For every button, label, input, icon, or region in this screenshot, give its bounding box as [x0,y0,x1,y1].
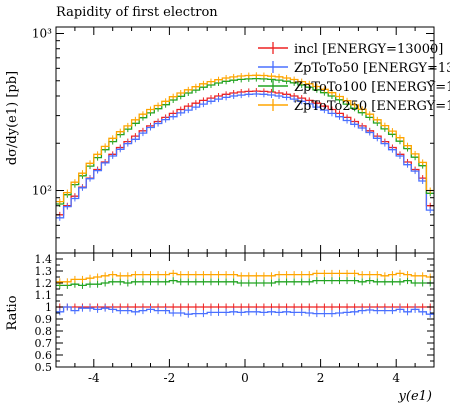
legend-entry: ZpToTo100 [ENERGY=13000] [294,80,450,95]
series-2-ratio-line [56,279,434,287]
y-tick-label: 10³ [32,26,52,40]
ratio-tick-label: 0.6 [35,349,53,362]
ratio-tick-label: 1.1 [35,289,53,302]
ratio-axis-label: Ratio [5,295,20,330]
legend-entry: incl [ENERGY=13000] [294,42,443,57]
x-tick-label: -2 [164,371,176,385]
main-plot-series [56,72,434,221]
ratio-tick-label: 1.3 [35,265,53,278]
x-tick-label: 0 [241,371,249,385]
chart-title: Rapidity of first electron [56,5,218,20]
ratio-tick-label: 0.5 [35,361,53,374]
x-axis-label: y(e1) [398,389,432,404]
ratio-tick-label: 1.2 [35,277,53,290]
x-tick-label: 4 [392,371,400,385]
ratio-tick-label: 0.8 [35,325,53,338]
plot-axes: -4 -2 0 2 4 10² 10³ 0.50.60.70.80.911.11.21.31.… [32,26,435,385]
legend-entry: ZpToTo250 [ENERGY=13000] [294,99,450,114]
legend-entry: ZpToTo50 [ENERGY=13000] [294,61,450,76]
x-tick-label: -4 [88,371,100,385]
ratio-tick-label: 0.7 [35,337,53,350]
y-tick-label: 10² [32,184,52,198]
ratio-tick-label: 0.9 [35,313,53,326]
ratio-tick-label: 1.4 [35,253,53,266]
ratio-plot-series [56,269,434,318]
series-1-ratio-line [56,306,434,315]
legend: incl [ENERGY=13000] ZpToTo50 [ENERGY=1300… [258,42,450,114]
ratio-tick-label: 1 [45,301,52,314]
x-tick-label: 2 [317,371,325,385]
y-axis-label: dσ/dy(e1) [pb] [5,71,20,165]
